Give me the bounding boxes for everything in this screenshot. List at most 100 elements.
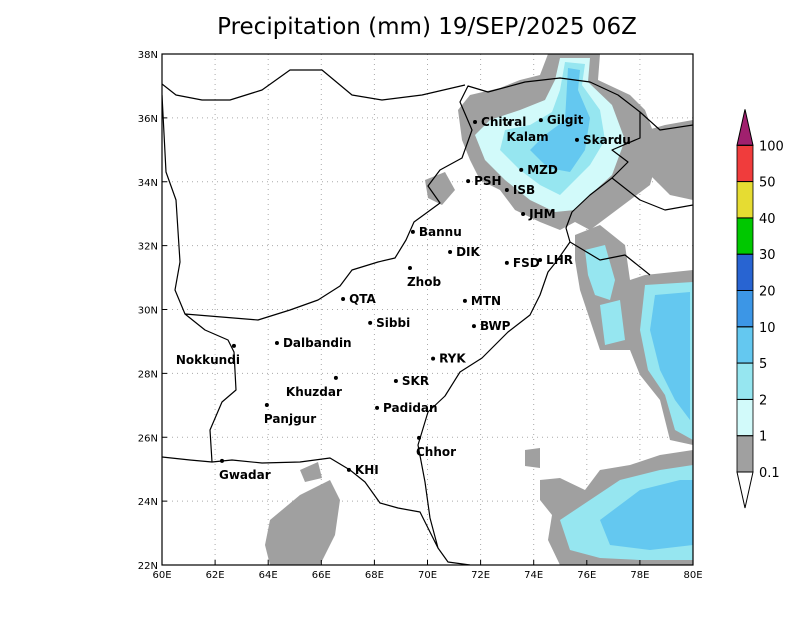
x-tick-label: 74E [524,570,543,581]
precip-area [585,245,693,440]
y-tick-label: 34N [138,178,158,189]
x-tick-label: 62E [206,570,225,581]
y-tick-label: 30N [138,306,158,317]
x-tick-label: 72E [471,570,490,581]
city-dot [538,118,543,123]
city-dot [407,265,412,270]
india-border [437,111,693,565]
x-tick-label: 70E [418,570,437,581]
city-label: PSH [474,174,501,188]
colorbar-end [736,471,754,509]
city-label: Gilgit [547,113,584,127]
city-label: LHR [546,253,573,267]
city-label: Skardu [583,133,631,147]
precipitation-field [265,54,693,565]
city-dot [393,379,398,384]
city-label: Chhor [416,445,456,459]
colorbar-label: 40 [759,212,776,227]
city-label: SKR [402,374,429,388]
y-tick-label: 26N [138,433,158,444]
colorbar-box [736,144,754,183]
city-label: MZD [527,163,558,177]
precip-area [530,68,590,172]
y-tick-label: 32N [138,242,158,253]
colorbar-box [736,435,754,473]
city-label: RYK [439,352,466,366]
borders [162,69,693,565]
city-label: KHI [355,463,379,477]
colorbar: 0.1 1 2 5 10 20 30 40 50 100 [736,109,784,509]
colorbar-label: 30 [759,248,776,263]
colorbar-label: 100 [759,139,784,154]
colorbar-label: 0.1 [759,466,780,481]
city-label: Chitral [481,115,526,129]
map-title: Precipitation (mm) 19/SEP/2025 06Z [217,14,637,40]
city-dot [220,458,225,463]
city-dot [264,402,269,407]
y-tick-label: 38N [138,50,158,61]
x-tick-label: 60E [152,570,171,581]
city-dot [473,120,478,125]
colorbar-box [736,217,754,255]
x-tick-label: 78E [630,570,649,581]
city-dot [431,356,436,361]
y-tick-label: 24N [138,497,158,508]
x-tick-label: 66E [312,570,331,581]
city-dot [521,212,526,217]
city-dot [507,120,512,125]
city-label: Sibbi [376,316,410,330]
x-tick-label: 80E [683,570,702,581]
city-label: DIK [456,245,480,259]
colorbar-label: 10 [759,321,776,336]
precip-area [630,120,693,200]
y-tick-label: 22N [138,561,158,572]
city-dot [466,179,471,184]
city-dot [504,260,509,265]
city-dot [574,137,579,142]
precip-area [265,462,340,565]
x-tick-label: 64E [259,570,278,581]
x-tick-label: 76E [577,570,596,581]
city-label: BWP [480,319,511,333]
colorbar-end [736,109,754,146]
city-label: QTA [349,292,376,306]
y-tick-label: 36N [138,114,158,125]
city-dot [231,343,236,348]
city-dot [346,467,351,472]
city-dot [368,320,373,325]
afghanistan-border [162,69,466,315]
x-tick-label: 68E [365,570,384,581]
colorbar-label: 20 [759,285,776,300]
city-dot [538,257,543,262]
colorbar-box [736,326,754,364]
colorbar-label: 50 [759,176,776,191]
city-label: Dalbandin [283,336,352,350]
city-dot [519,167,524,172]
city-dot [471,324,476,329]
city-label: MTN [471,294,501,308]
colorbar-box [736,398,754,437]
city-dot [341,296,346,301]
precip-area [650,292,690,420]
city-label: Panjgur [264,412,316,426]
city-label: Gwadar [219,468,271,482]
city-label: Zhob [407,275,441,289]
colorbar-box [736,290,754,328]
city-dot [274,341,279,346]
city-dot [448,250,453,255]
city-label: Padidan [383,401,438,415]
city-label: ISB [513,183,535,197]
city-dot [504,188,509,193]
city-label: Bannu [419,225,462,239]
city-label: FSD [513,256,540,270]
city-label: JHM [528,207,555,221]
colorbar-label: 5 [759,357,767,372]
axes: 60E 62E 64E 66E 68E 70E 72E 74E 76E 78E 80E 22N 24N 2… [138,50,703,581]
city-dot [410,229,415,234]
city-dot [417,435,422,440]
colorbar-box [736,362,754,400]
colorbar-box [736,181,754,219]
pakistan-border [184,77,641,549]
city-label: Kalam [507,130,549,144]
